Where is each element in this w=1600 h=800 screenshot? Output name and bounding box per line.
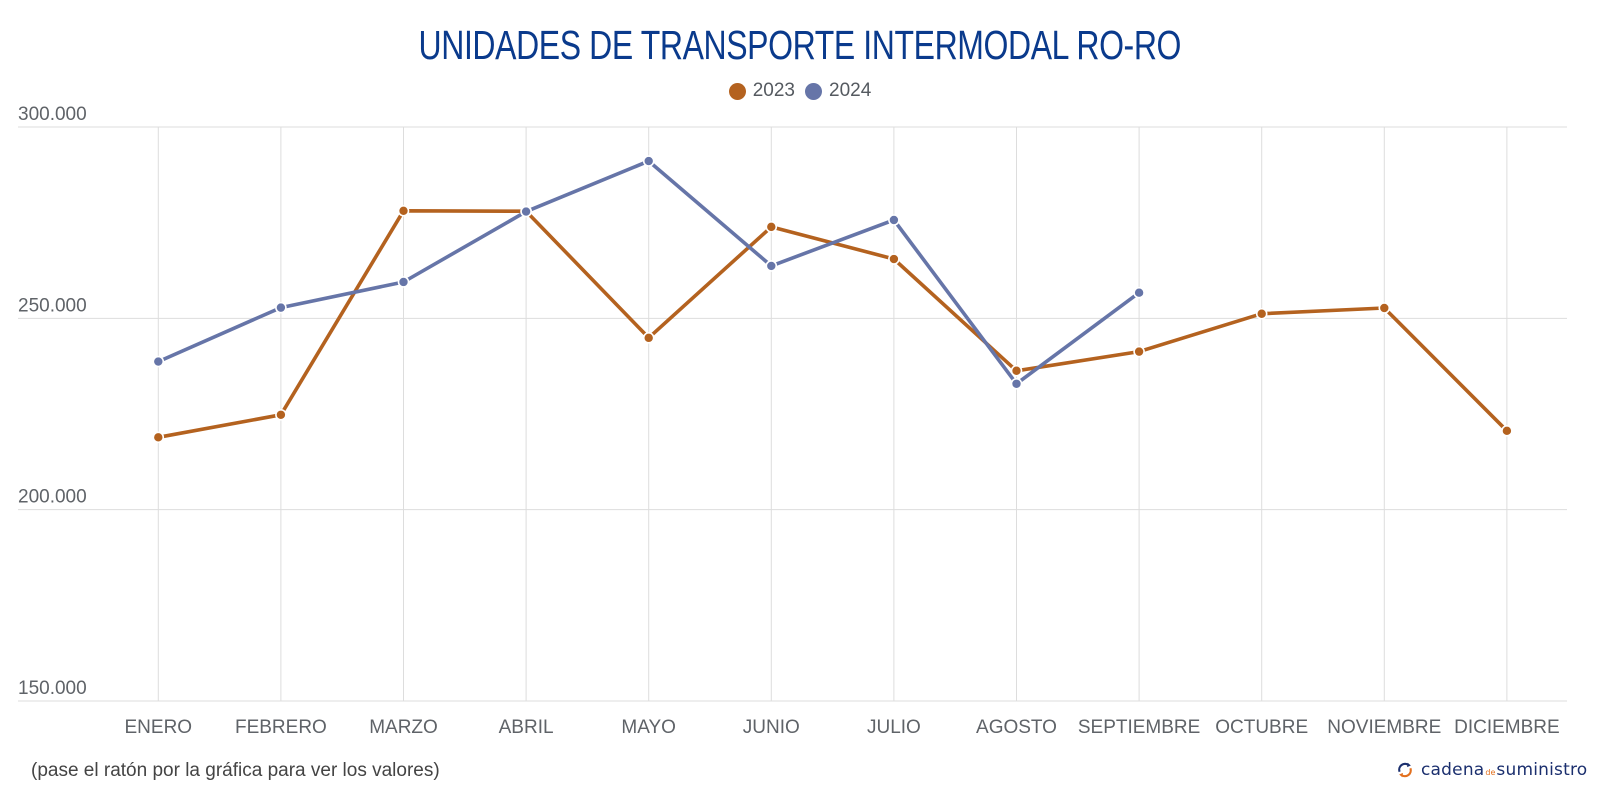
data-point-2023[interactable] xyxy=(152,431,165,444)
refresh-arrows-icon xyxy=(1398,762,1412,778)
y-tick-label: 300.000 xyxy=(18,104,87,125)
data-point-2024[interactable] xyxy=(1133,286,1145,299)
logo-word-cadena: cadena xyxy=(1421,760,1485,780)
legend-dot-2023-icon xyxy=(728,82,746,100)
data-point-2024[interactable] xyxy=(397,276,410,288)
chart-title: UNIDADES DE TRANSPORTE INTERMODAL RO-RO xyxy=(0,22,1600,68)
data-point-2023[interactable] xyxy=(1501,425,1513,437)
y-tick-label: 250.000 xyxy=(18,295,87,316)
footer-note: (pase el ratón por la gráfica para ver l… xyxy=(31,760,440,781)
x-axis-ticks: ENERO FEBRERO MARZO ABRIL MAYO JUNIO JULIO AGOS… xyxy=(125,717,1560,738)
data-point-2024[interactable] xyxy=(765,260,778,272)
x-tick-label: ABRIL xyxy=(499,717,554,738)
logo-word-de: de xyxy=(1485,768,1496,777)
legend-label-2024: 2024 xyxy=(829,80,872,101)
legend: 2023 2024 xyxy=(0,80,1600,102)
data-point-2024[interactable] xyxy=(275,301,287,314)
x-tick-label: JULIO xyxy=(867,717,921,738)
x-tick-label: MARZO xyxy=(369,717,438,738)
x-tick-label: MAYO xyxy=(621,717,676,738)
y-axis-ticks: 150.000 200.000 250.000 300.000 xyxy=(18,104,87,699)
data-point-2023[interactable] xyxy=(275,408,287,421)
x-tick-label: AGOSTO xyxy=(976,717,1057,738)
y-tick-label: 150.000 xyxy=(18,678,87,699)
legend-item-2024[interactable]: 2024 xyxy=(805,80,871,102)
data-point-2024[interactable] xyxy=(888,214,900,226)
series-lines xyxy=(156,159,1509,440)
x-tick-label: ENERO xyxy=(125,717,193,738)
data-point-2023[interactable] xyxy=(1133,345,1145,358)
data-point-2023[interactable] xyxy=(888,253,900,265)
x-tick-label: NOVIEMBRE xyxy=(1327,717,1441,738)
legend-dot-2024-icon xyxy=(805,82,822,100)
series-points xyxy=(152,155,1513,444)
data-point-2024[interactable] xyxy=(1010,377,1023,390)
brand-logo: cadena de suministro xyxy=(1396,760,1587,780)
chart-title-text: UNIDADES DE TRANSPORTE INTERMODAL RO-RO xyxy=(418,22,1182,68)
data-point-2024[interactable] xyxy=(152,355,165,368)
legend-label-2023: 2023 xyxy=(752,80,795,101)
x-tick-label: SEPTIEMBRE xyxy=(1078,717,1200,738)
x-tick-label: JUNIO xyxy=(743,717,800,738)
data-point-2023[interactable] xyxy=(1378,302,1391,314)
data-point-2023[interactable] xyxy=(1255,307,1268,320)
data-point-2023[interactable] xyxy=(765,221,778,233)
x-tick-label: DICIEMBRE xyxy=(1454,717,1560,738)
y-tick-label: 200.000 xyxy=(18,487,87,508)
data-point-2023[interactable] xyxy=(397,205,410,217)
legend-item-2023[interactable]: 2023 xyxy=(728,80,795,102)
logo-word-suministro: suministro xyxy=(1496,760,1588,780)
data-point-2023[interactable] xyxy=(1010,364,1023,377)
x-tick-label: FEBRERO xyxy=(235,717,327,738)
data-point-2024[interactable] xyxy=(520,205,532,218)
x-tick-label: OCTUBRE xyxy=(1215,717,1308,738)
data-point-2024[interactable] xyxy=(642,155,655,167)
grid-lines xyxy=(18,126,1567,702)
data-point-2023[interactable] xyxy=(642,332,655,344)
